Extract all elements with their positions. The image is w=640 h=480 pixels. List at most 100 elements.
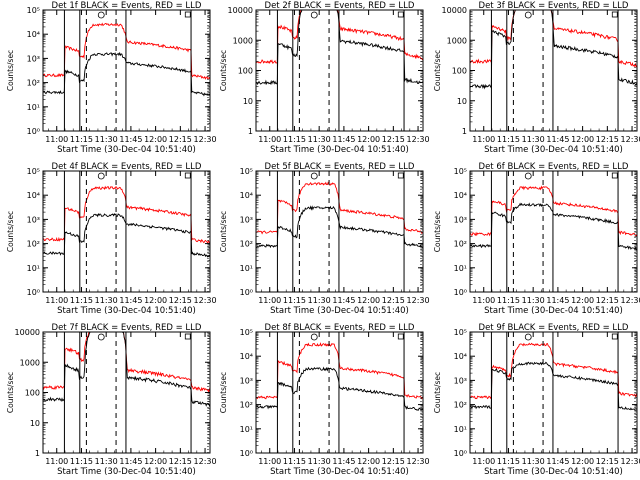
x-tick-label: 11:45 (119, 135, 142, 144)
x-tick-label: 12:30 (407, 457, 430, 466)
x-tick-label: 11:30 (522, 457, 545, 466)
x-tick-label: 11:15 (497, 457, 520, 466)
y-tick-label: 10² (27, 240, 40, 249)
x-axis-label: Start Time (30-Dec-04 10:51:40) (57, 145, 196, 155)
y-axis-label: Counts/sec (433, 50, 442, 91)
y-tick-label: 10⁵ (454, 167, 467, 176)
plot-frame (469, 170, 638, 293)
y-tick-label: 10³ (454, 215, 467, 224)
plot-frame (42, 170, 211, 293)
panel-2: Det 2f BLACK = Events, RED = LLD 1 10 100 10… (219, 1, 430, 155)
lld-series-line (256, 10, 423, 64)
events-series-line (470, 10, 637, 90)
y-tick-label: 10⁰ (27, 127, 40, 136)
y-tick-label: 10 (243, 97, 253, 106)
y-axis-label: Counts/sec (219, 50, 228, 91)
x-tick-label: 12:15 (596, 135, 619, 144)
x-tick-label: 12:15 (169, 457, 192, 466)
x-axis-label: Start Time (30-Dec-04 10:51:40) (270, 306, 409, 316)
y-tick-label: 1 (248, 127, 253, 136)
x-tick-label: 12:30 (621, 135, 640, 144)
x-tick-label: 12:30 (621, 296, 640, 305)
x-tick-label: 11:45 (546, 457, 569, 466)
y-tick-label: 100 (25, 389, 40, 398)
y-tick-label: 10⁵ (454, 328, 467, 337)
x-tick-label: 11:00 (472, 135, 495, 144)
x-tick-label: 12:00 (571, 457, 594, 466)
panel-title: Det 1f BLACK = Events, RED = LLD (52, 1, 202, 11)
x-axis-label: Start Time (30-Dec-04 10:51:40) (484, 467, 623, 477)
y-tick-label: 10¹ (240, 264, 253, 273)
x-axis-label: Start Time (30-Dec-04 10:51:40) (484, 306, 623, 316)
x-tick-label: 12:15 (596, 457, 619, 466)
panel-4: Det 4f BLACK = Events, RED = LLD 10⁰ 10¹ 10… (6, 162, 217, 316)
panel-title: Det 4f BLACK = Events, RED = LLD (52, 162, 202, 172)
x-tick-label: 12:30 (407, 135, 430, 144)
x-tick-label: 12:30 (194, 457, 217, 466)
x-tick-label: 11:30 (308, 457, 331, 466)
x-tick-label: 12:15 (169, 296, 192, 305)
x-tick-label: 12:15 (382, 296, 405, 305)
decimation-glyph (611, 172, 618, 179)
y-tick-label: 10² (27, 79, 40, 88)
x-tick-label: 11:00 (45, 457, 68, 466)
x-tick-label: 12:00 (357, 457, 380, 466)
panel-6: Det 6f BLACK = Events, RED = LLD 10⁰ 10¹ 10… (433, 162, 640, 316)
y-tick-label: 10⁵ (240, 167, 253, 176)
x-tick-label: 12:00 (571, 296, 594, 305)
x-tick-label: 12:15 (382, 457, 405, 466)
y-tick-label: 10⁵ (27, 167, 40, 176)
panel-title: Det 6f BLACK = Events, RED = LLD (479, 162, 629, 172)
decimation-glyph (397, 11, 404, 18)
x-axis-label: Start Time (30-Dec-04 10:51:40) (270, 467, 409, 477)
x-tick-label: 12:30 (621, 457, 640, 466)
lld-series-line (43, 22, 210, 80)
y-tick-label: 1 (462, 127, 467, 136)
x-tick-label: 12:00 (357, 296, 380, 305)
decimation-glyph (611, 11, 618, 18)
y-tick-label: 10² (454, 401, 467, 410)
x-axis-label: Start Time (30-Dec-04 10:51:40) (270, 145, 409, 155)
x-tick-label: 12:00 (357, 135, 380, 144)
lld-series-line (470, 185, 637, 237)
events-series-line (43, 51, 210, 97)
panel-title: Det 2f BLACK = Events, RED = LLD (265, 1, 415, 11)
x-tick-label: 11:00 (45, 135, 68, 144)
events-series-line (470, 202, 637, 251)
panel-8: Det 8f BLACK = Events, RED = LLD 10⁰ 10¹ 10… (219, 323, 430, 477)
y-tick-label: 10000 (442, 6, 467, 15)
attenuator-glyph (524, 333, 532, 341)
y-axis-label: Counts/sec (433, 211, 442, 252)
decimation-glyph (611, 333, 618, 340)
attenuator-glyph (524, 11, 532, 19)
decimation-glyph (184, 11, 191, 18)
attenuator-glyph (310, 11, 318, 19)
lld-series-line (256, 342, 423, 400)
lld-series-line (470, 342, 637, 400)
decimation-glyph (397, 172, 404, 179)
y-tick-label: 10³ (27, 54, 40, 63)
panel-5: Det 5f BLACK = Events, RED = LLD 10⁰ 10¹ 10… (219, 162, 430, 316)
x-tick-label: 11:15 (70, 135, 93, 144)
x-tick-label: 11:15 (497, 135, 520, 144)
y-tick-label: 100 (238, 67, 253, 76)
attenuator-glyph (97, 172, 105, 180)
y-tick-label: 10⁴ (240, 191, 253, 200)
x-tick-label: 11:00 (258, 296, 281, 305)
x-tick-label: 11:00 (258, 457, 281, 466)
x-tick-label: 12:15 (169, 135, 192, 144)
y-tick-label: 10⁰ (240, 449, 253, 458)
x-tick-label: 12:30 (194, 296, 217, 305)
panel-title: Det 7f BLACK = Events, RED = LLD (52, 323, 202, 333)
y-tick-label: 10 (457, 97, 467, 106)
y-tick-label: 10⁰ (27, 288, 40, 297)
panel-1: Det 1f BLACK = Events, RED = LLD 10⁰ 10¹ 10… (6, 1, 217, 155)
events-series-line (256, 205, 423, 249)
attenuator-glyph (97, 11, 105, 19)
x-tick-label: 11:45 (332, 457, 355, 466)
x-tick-label: 12:00 (144, 135, 167, 144)
x-tick-label: 11:15 (283, 457, 306, 466)
y-tick-label: 10¹ (27, 264, 40, 273)
events-series-line (43, 212, 210, 258)
panel-3: Det 3f BLACK = Events, RED = LLD 1 10 100 10… (433, 1, 640, 155)
